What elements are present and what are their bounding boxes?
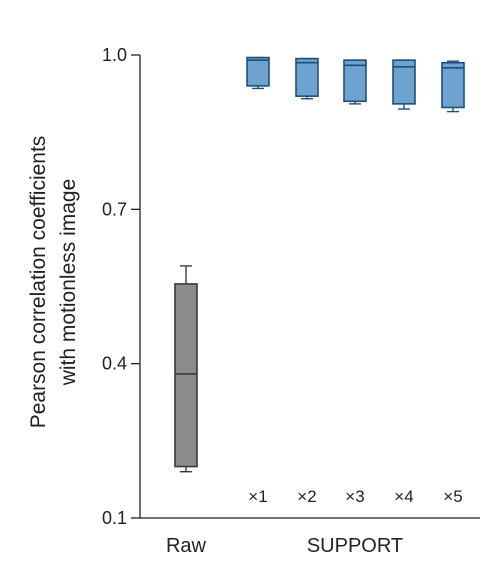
raw-group-label: Raw: [166, 535, 207, 557]
y-axis-title-line2: with motionless image: [57, 179, 80, 387]
y-tick-label: 1.0: [102, 45, 127, 65]
multiplier-label: ×1: [248, 487, 267, 506]
y-axis-title-line1: Pearson correlation coefficients: [27, 136, 50, 429]
y-tick-label: 0.7: [102, 199, 127, 219]
multiplier-label: ×5: [443, 487, 462, 506]
category-labels: Raw SUPPORT ×1 ×2 ×3 ×4 ×5: [166, 487, 463, 557]
box-body: [246, 56, 270, 87]
box-body: [441, 61, 465, 109]
box: [246, 56, 270, 90]
box: [392, 59, 416, 110]
box: [295, 57, 319, 100]
box-body: [343, 59, 367, 103]
support-group-label: SUPPORT: [307, 535, 403, 557]
y-axis-title: Pearson correlation coefficients with mo…: [27, 136, 80, 429]
box-body: [174, 283, 198, 468]
axes: [139, 55, 480, 519]
boxes: [174, 56, 465, 473]
box-body: [295, 57, 319, 97]
y-tick-label: 0.1: [102, 508, 127, 528]
y-tick-label: 0.4: [102, 354, 127, 374]
multiplier-label: ×3: [345, 487, 364, 506]
multiplier-label: ×4: [394, 487, 413, 506]
box: [174, 265, 198, 473]
box: [343, 59, 367, 105]
box-body: [392, 59, 416, 105]
multiplier-label: ×2: [297, 487, 316, 506]
y-ticks: 1.0 0.7 0.4 0.1: [102, 45, 140, 528]
box: [441, 60, 465, 113]
